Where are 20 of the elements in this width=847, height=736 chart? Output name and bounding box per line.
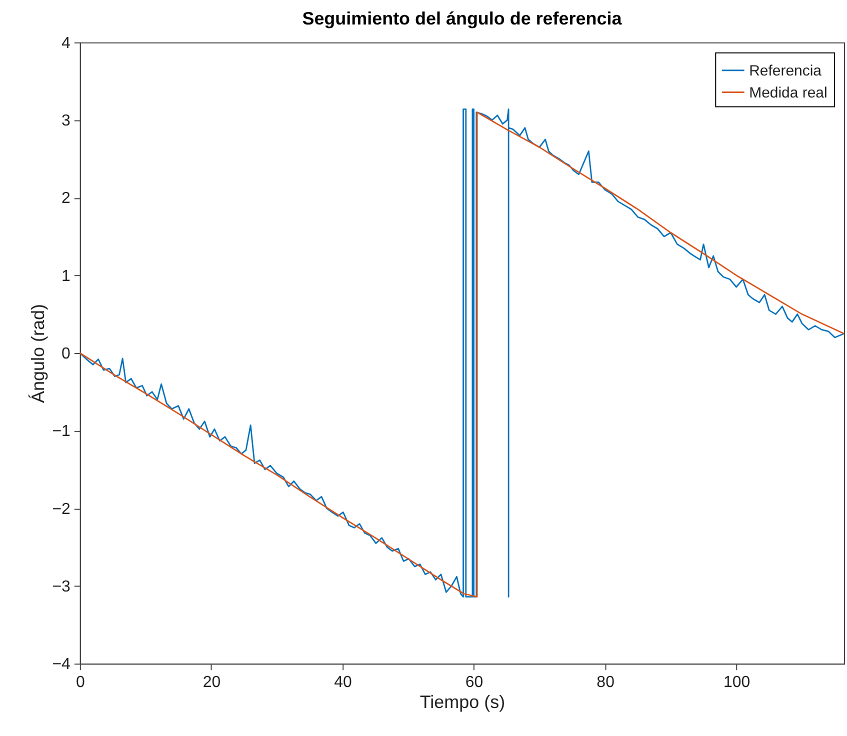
legend-label: Referencia bbox=[749, 62, 822, 80]
y-axis-title: Ángulo (rad) bbox=[28, 304, 48, 403]
y-tick-label: −2 bbox=[52, 500, 71, 518]
y-tick-label: 1 bbox=[62, 268, 71, 285]
y-tick-label: 3 bbox=[62, 112, 71, 130]
y-tick-label: −3 bbox=[52, 578, 71, 596]
y-tick-label: 0 bbox=[62, 345, 71, 362]
y-tick-label: 2 bbox=[62, 190, 71, 208]
legend-label: Medida real bbox=[749, 84, 828, 102]
x-tick-label: 60 bbox=[465, 674, 484, 692]
x-axis-title: Tiempo (s) bbox=[420, 692, 506, 712]
x-tick-label: 0 bbox=[76, 674, 85, 692]
x-tick-label: 80 bbox=[596, 674, 615, 692]
x-tick-label: 40 bbox=[334, 674, 352, 692]
y-tick-label: −1 bbox=[52, 423, 71, 440]
x-tick-label: 100 bbox=[724, 674, 750, 692]
chart-title: Seguimiento del ángulo de referencia bbox=[302, 8, 623, 28]
y-tick-label: 4 bbox=[62, 34, 71, 52]
y-tick-label: −4 bbox=[52, 656, 71, 674]
x-tick-label: 20 bbox=[202, 674, 221, 692]
